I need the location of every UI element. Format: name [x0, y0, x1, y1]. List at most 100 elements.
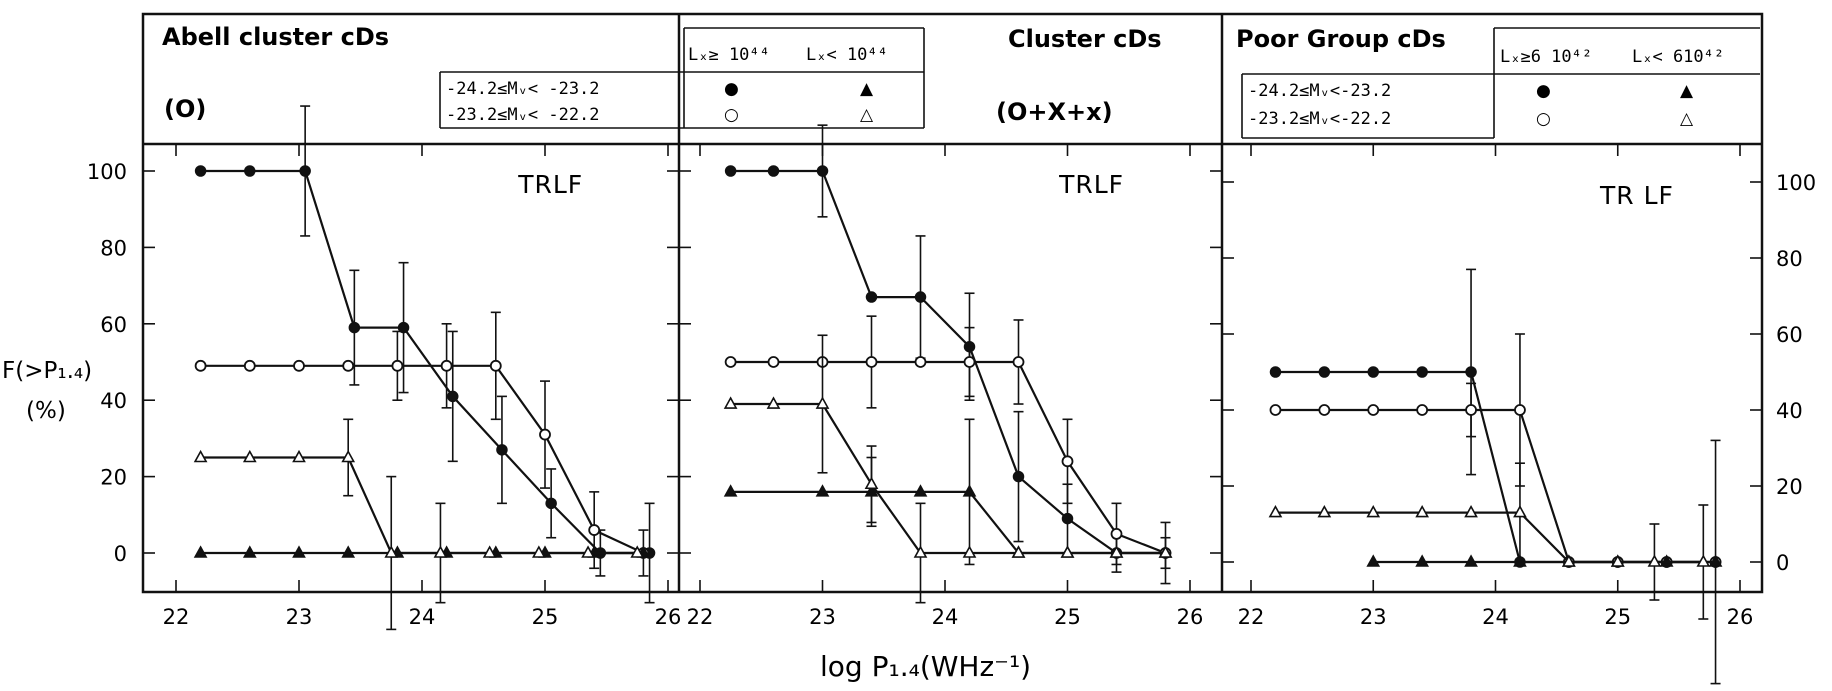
legend-a-filled-circle: ● — [724, 79, 739, 99]
data-point-filled-circle — [194, 165, 207, 177]
y-tick-label: 0 — [114, 542, 127, 566]
legend-c-open-circle: ○ — [1536, 109, 1551, 129]
x-tick-label: 26 — [1727, 605, 1754, 629]
data-point-open-triangle — [1513, 504, 1527, 518]
x-tick-label: 24 — [409, 605, 436, 629]
data-point-filled-triangle — [962, 484, 977, 497]
panel-a-sample: (O) — [164, 95, 206, 123]
legend-a-col-lo: Lₓ< 10⁴⁴ — [806, 45, 888, 65]
series-line-open-circle — [730, 360, 1166, 555]
data-point-filled-circle — [1061, 512, 1074, 525]
y-tick-label: 40 — [100, 389, 127, 413]
data-point-open-circle — [1269, 404, 1282, 416]
data-point-open-circle — [914, 356, 927, 368]
data-point-open-triangle — [531, 545, 546, 558]
x-tick-label: 22 — [687, 605, 714, 629]
data-point-open-triangle — [242, 449, 257, 463]
data-point-open-circle — [963, 356, 976, 368]
x-tick-label: 26 — [1177, 605, 1204, 629]
data-point-filled-circle — [816, 165, 829, 177]
panel-annotation: TRLF — [1058, 170, 1124, 199]
data-point-filled-triangle — [1464, 554, 1478, 567]
data-point-filled-triangle — [242, 545, 257, 558]
data-point-open-circle — [342, 359, 355, 372]
data-point-open-triangle — [962, 545, 977, 558]
x-tick-label: 22 — [1238, 605, 1265, 629]
series-line-filled-triangle — [730, 490, 1166, 555]
legend-a-filled-triangle: ▲ — [860, 79, 874, 99]
data-point-filled-circle — [767, 165, 780, 177]
panel-b-title: Cluster cDs — [1008, 25, 1162, 53]
data-point-open-triangle — [864, 476, 879, 490]
data-point-open-triangle — [581, 545, 595, 558]
series-line-open-circle — [200, 364, 644, 554]
data-point-open-triangle — [1647, 554, 1662, 567]
data-point-filled-triangle — [723, 484, 738, 497]
plot-area — [193, 105, 1723, 685]
data-point-filled-circle — [1416, 366, 1428, 378]
data-point-filled-circle — [397, 321, 410, 334]
y-tick-label-right: 80 — [1776, 247, 1803, 271]
legend-c-open-triangle: △ — [1680, 109, 1694, 129]
y-tick-label-right: 100 — [1776, 171, 1816, 195]
data-point-open-circle — [1416, 404, 1429, 416]
data-point-filled-circle — [1269, 366, 1282, 378]
x-tick-label: 26 — [655, 605, 682, 629]
x-tick-label: 25 — [1604, 605, 1631, 629]
data-point-filled-triangle — [815, 484, 830, 497]
legend-table-c: Lₓ≥6 10⁴² Lₓ< 610⁴² -24.2≤Mᵥ<-23.2 -23.2… — [1241, 27, 1760, 139]
series-line-filled-circle — [200, 169, 650, 555]
legend-c-row2: -23.2≤Mᵥ<-22.2 — [1248, 109, 1391, 129]
legend-c-filled-circle: ● — [1536, 81, 1551, 101]
data-point-open-triangle — [433, 545, 448, 558]
figure-frame — [141, 12, 1764, 594]
data-point-filled-circle — [914, 291, 927, 303]
data-point-open-circle — [865, 356, 878, 368]
data-point-filled-triangle — [1366, 554, 1381, 567]
data-point-open-circle — [767, 356, 780, 368]
data-point-open-circle — [1061, 455, 1074, 468]
data-point-open-triangle — [1109, 545, 1124, 558]
panel-annotation: TR LF — [1599, 181, 1674, 210]
x-tick-label: 24 — [1482, 605, 1509, 629]
data-point-open-triangle — [1158, 545, 1173, 558]
data-point-open-circle — [1367, 404, 1380, 416]
series-line-open-triangle — [1275, 511, 1704, 564]
series-line-filled-circle — [1275, 370, 1716, 564]
y-tick-label: 20 — [100, 466, 127, 490]
data-point-open-triangle — [1415, 504, 1430, 518]
legend-table-a: Lₓ≥ 10⁴⁴ Lₓ< 10⁴⁴ -24.2≤Mᵥ< -23.2 -23.2≤… — [439, 27, 925, 129]
panel-a-title: Abell cluster cDs — [162, 23, 389, 51]
data-point-open-triangle — [193, 449, 208, 463]
x-tick-label: 23 — [286, 605, 313, 629]
legend-a-row1: -24.2≤Mᵥ< -23.2 — [446, 79, 600, 99]
y-axis-unit: (%) — [26, 398, 66, 424]
data-point-filled-circle — [865, 291, 878, 303]
y-tick-label-right: 60 — [1776, 323, 1803, 347]
legend-c-filled-triangle: ▲ — [1680, 81, 1694, 101]
x-tick-label: 25 — [1054, 605, 1081, 629]
data-point-open-triangle — [1060, 545, 1075, 558]
data-point-open-circle — [1318, 404, 1331, 416]
data-point-filled-circle — [1012, 470, 1025, 483]
x-tick-label: 23 — [809, 605, 836, 629]
data-point-open-triangle — [1011, 545, 1026, 558]
data-point-open-triangle — [1317, 504, 1332, 518]
data-point-open-triangle — [292, 449, 306, 463]
legend-a-col-hi: Lₓ≥ 10⁴⁴ — [688, 45, 770, 65]
data-point-filled-circle — [1465, 366, 1477, 378]
data-point-filled-circle — [299, 165, 311, 177]
data-point-open-triangle — [1268, 504, 1283, 518]
y-axis-label: F(>P₁.₄) — [2, 358, 92, 384]
data-point-filled-circle — [348, 321, 361, 334]
data-point-open-triangle — [1366, 504, 1381, 518]
data-point-open-circle — [293, 359, 305, 372]
x-tick-label: 22 — [163, 605, 190, 629]
x-tick-label: 24 — [932, 605, 959, 629]
data-point-filled-triangle — [193, 545, 208, 558]
series-line-open-triangle — [200, 456, 638, 555]
series-line-filled-circle — [730, 169, 1166, 555]
data-point-filled-triangle — [1708, 554, 1723, 567]
data-point-open-circle — [1514, 404, 1526, 416]
